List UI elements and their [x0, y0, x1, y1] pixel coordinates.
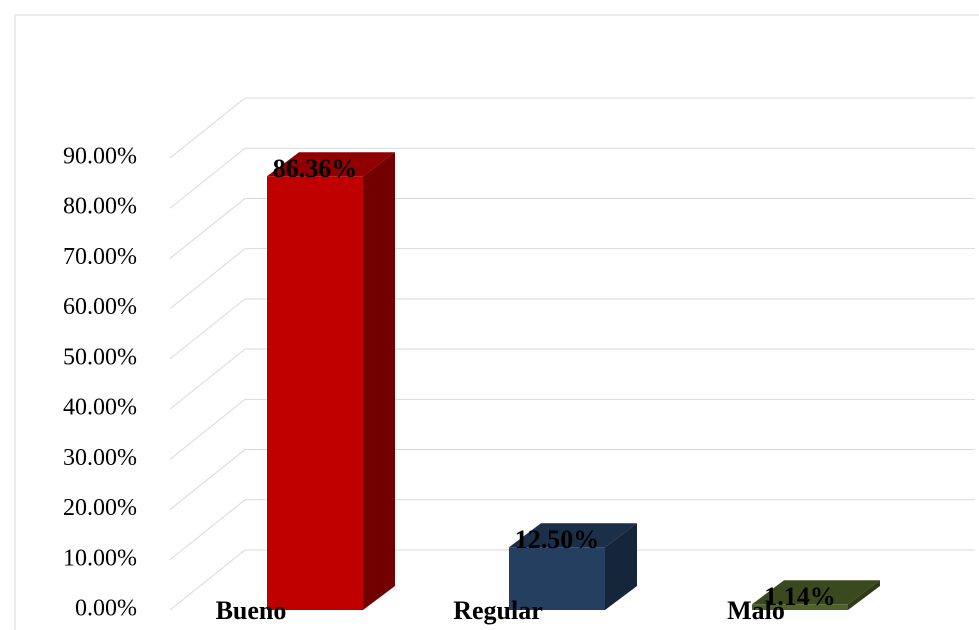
bar-face: [267, 152, 395, 177]
bar-face: [363, 152, 395, 610]
data-label: 12.50%: [515, 525, 600, 554]
grid-line: [169, 348, 246, 410]
y-tick-label: 90.00%: [63, 144, 137, 170]
grid-line: [169, 298, 246, 360]
grid-line: [169, 198, 246, 259]
grid-line: [169, 499, 246, 561]
y-tick-label: 70.00%: [63, 244, 137, 270]
bar-face: [509, 547, 605, 610]
grid-line: [169, 147, 246, 209]
y-tick-label: 60.00%: [63, 294, 137, 320]
x-tick-label: Bueno: [216, 596, 287, 625]
chart-frame: [14, 14, 979, 630]
data-label: 1.14%: [764, 582, 836, 611]
x-tick-label: Malo: [727, 596, 785, 625]
bar-face: [267, 176, 363, 610]
grid-line: [169, 97, 246, 159]
bar-face: [752, 580, 880, 605]
y-tick-label: 0.00%: [75, 596, 137, 622]
bar-face: [848, 580, 880, 610]
bar: [267, 152, 395, 610]
y-tick-label: 40.00%: [63, 395, 137, 421]
x-tick-label: Regular: [453, 596, 543, 625]
y-tick-label: 20.00%: [63, 495, 137, 521]
bar-face: [752, 604, 848, 610]
bar: [752, 580, 880, 610]
bar-face: [509, 523, 637, 548]
grid-line: [169, 398, 246, 460]
bar-face: [605, 523, 637, 610]
data-label: 86.36%: [273, 154, 358, 183]
grid-line: [169, 449, 246, 510]
y-tick-label: 30.00%: [63, 445, 137, 471]
y-tick-label: 10.00%: [63, 545, 137, 571]
grid-line: [169, 549, 246, 611]
y-tick-label: 80.00%: [63, 194, 137, 220]
grid-line: [169, 248, 246, 310]
bar: [509, 523, 637, 610]
y-tick-label: 50.00%: [63, 344, 137, 370]
